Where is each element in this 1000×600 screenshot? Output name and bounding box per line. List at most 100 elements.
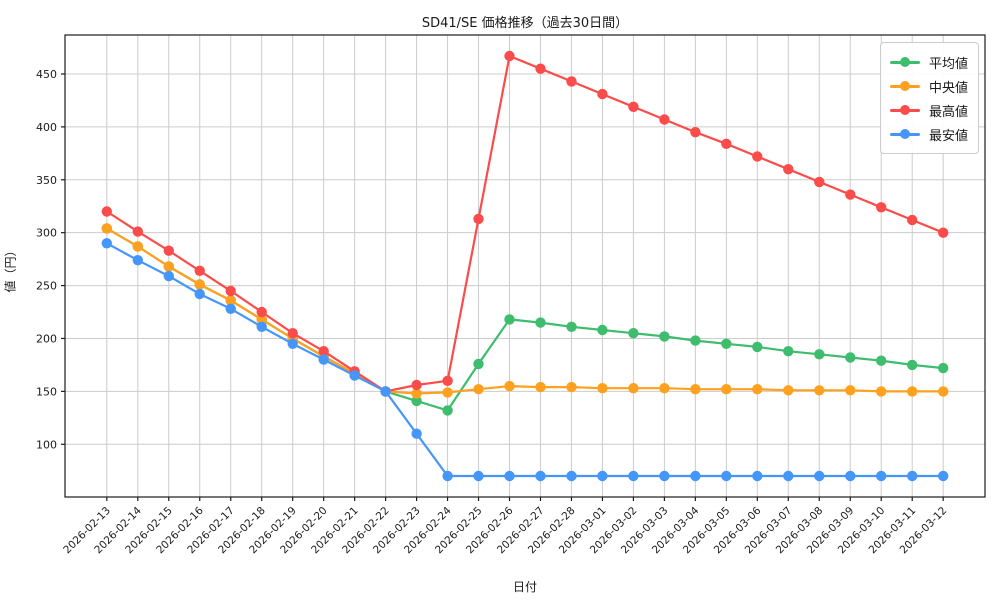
data-point-max: [628, 101, 639, 113]
data-point-min: [349, 370, 360, 381]
data-point-avg: [783, 346, 794, 357]
legend-marker-median: [889, 81, 920, 91]
data-point-avg: [659, 331, 670, 342]
chart-title: SD41/SE 価格推移（過去30日間）: [421, 16, 629, 31]
legend-label-max: 最高値: [928, 104, 968, 120]
data-point-median: [101, 223, 113, 234]
legend: 平均値中央値最高値最安値: [879, 42, 979, 154]
data-point-min: [721, 470, 732, 482]
y-tick-label: 200: [36, 332, 57, 345]
data-point-min: [194, 288, 205, 300]
data-point-median: [194, 279, 205, 290]
data-point-avg: [535, 317, 546, 328]
data-point-avg: [752, 341, 763, 353]
data-point-median: [411, 388, 422, 399]
data-point-max: [938, 227, 949, 238]
legend-item-avg: 平均値: [889, 50, 968, 74]
data-point-min: [318, 354, 329, 365]
data-point-min: [907, 470, 918, 482]
data-point-max: [814, 176, 825, 188]
data-point-min: [256, 321, 267, 332]
data-point-max: [473, 213, 484, 225]
data-point-min: [132, 255, 143, 266]
legend-item-median: 中央値: [889, 74, 968, 98]
data-point-avg: [845, 352, 856, 363]
legend-marker-max: [889, 105, 920, 115]
legend-label-avg: 平均値: [928, 56, 968, 72]
y-tick-label: 250: [36, 280, 57, 293]
y-tick-label: 100: [36, 438, 57, 451]
data-point-max: [504, 50, 515, 62]
data-point-median: [256, 314, 267, 325]
x-axis-label: 日付: [512, 580, 537, 594]
data-point-median: [442, 387, 453, 398]
series-line-avg: [106, 227, 944, 412]
data-point-max: [535, 63, 546, 74]
data-point-median: [535, 381, 546, 393]
data-point-min: [566, 470, 577, 482]
data-point-median: [907, 386, 918, 397]
data-point-avg: [628, 328, 639, 339]
series-line-median: [106, 227, 944, 395]
data-point-min: [101, 238, 113, 249]
y-tick-label: 350: [36, 174, 57, 187]
data-point-median: [783, 385, 794, 396]
series-line-min: [106, 242, 944, 478]
data-point-median: [225, 295, 236, 306]
data-point-max: [163, 245, 174, 256]
data-point-max: [907, 214, 918, 226]
data-point-median: [659, 383, 670, 394]
legend-marker-avg: [889, 57, 920, 67]
legend-item-min: 最安値: [889, 122, 968, 146]
data-point-min: [659, 470, 670, 482]
data-point-min: [442, 470, 453, 482]
data-point-median: [628, 383, 639, 394]
data-point-avg: [597, 324, 608, 336]
data-point-median: [845, 385, 856, 396]
data-point-avg: [690, 335, 701, 346]
data-point-median: [814, 385, 825, 396]
data-point-max: [721, 138, 732, 149]
data-point-max: [411, 379, 422, 391]
legend-label-min: 最安値: [928, 128, 968, 144]
data-point-min: [504, 470, 515, 482]
data-point-avg: [473, 358, 484, 370]
legend-label-median: 中央値: [928, 80, 968, 96]
data-point-min: [690, 470, 701, 482]
y-axis-label: 値（円）: [3, 244, 18, 293]
data-point-median: [721, 384, 732, 395]
data-point-avg: [814, 349, 825, 360]
data-point-median: [163, 261, 174, 272]
data-point-min: [473, 470, 484, 482]
data-point-avg: [907, 359, 918, 371]
data-point-max: [690, 127, 701, 138]
data-point-median: [566, 381, 577, 393]
data-point-median: [597, 383, 608, 394]
data-point-max: [256, 306, 267, 318]
data-point-min: [814, 470, 825, 482]
data-point-min: [938, 470, 949, 482]
data-point-min: [845, 470, 856, 482]
data-point-max: [845, 189, 856, 200]
data-point-median: [938, 386, 949, 397]
data-point-min: [597, 470, 608, 482]
data-point-max: [566, 76, 577, 87]
data-point-median: [752, 384, 763, 395]
plot-border: [64, 34, 986, 498]
data-point-max: [442, 375, 453, 386]
data-point-max: [752, 151, 763, 162]
y-tick-label: 450: [36, 68, 57, 81]
data-point-min: [752, 470, 763, 482]
y-tick-label: 300: [36, 227, 57, 240]
data-point-median: [690, 384, 701, 395]
data-point-avg: [411, 395, 422, 407]
data-point-avg: [938, 362, 949, 374]
data-point-min: [411, 428, 422, 439]
data-point-max: [101, 206, 113, 217]
data-point-median: [876, 386, 887, 397]
data-point-avg: [442, 405, 453, 416]
data-point-min: [535, 470, 546, 482]
data-point-avg: [876, 355, 887, 366]
